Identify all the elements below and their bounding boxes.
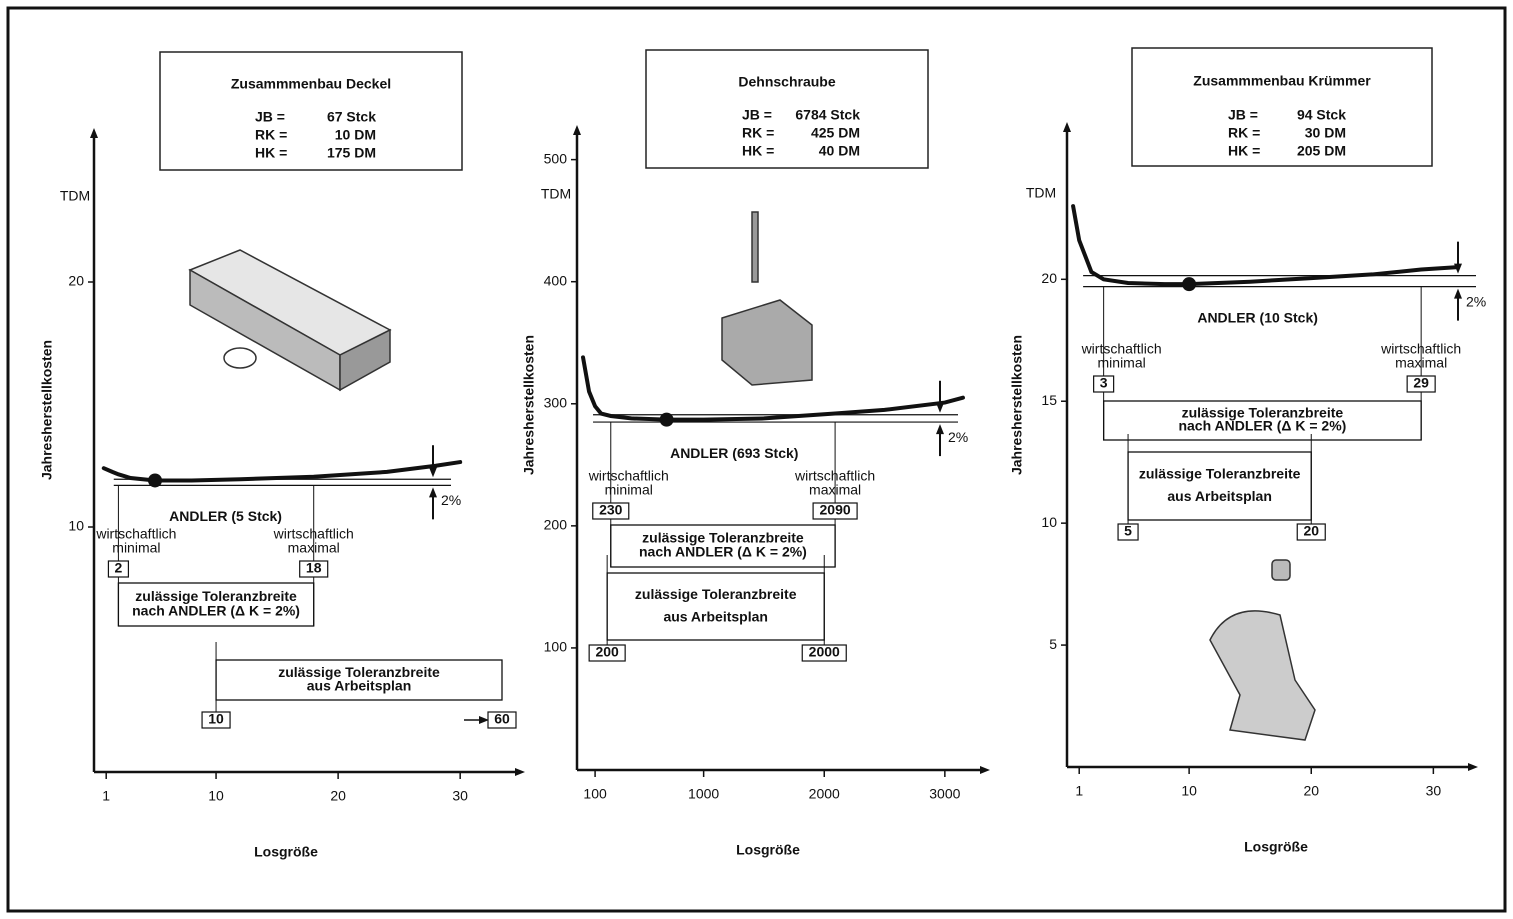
- title-box: [646, 50, 928, 168]
- part-sketch: [752, 212, 758, 282]
- range-end-value: 2: [115, 560, 123, 576]
- range-end-value: 60: [494, 711, 510, 727]
- info-value: 94 Stck: [1297, 107, 1346, 123]
- y-unit: TDM: [1026, 185, 1056, 201]
- info-value: 67 Stck: [327, 109, 376, 125]
- economic-note: maximal: [809, 482, 861, 498]
- info-label: HK =: [1228, 143, 1260, 159]
- title-box: [1132, 48, 1432, 166]
- economic-note: maximal: [288, 540, 340, 556]
- info-value: 6784 Stck: [795, 107, 860, 123]
- economic-note: minimal: [112, 540, 160, 556]
- x-tick-label: 1000: [688, 786, 719, 802]
- x-tick-label: 3000: [929, 786, 960, 802]
- range-end-value: 2000: [809, 644, 840, 660]
- range-box: [1128, 452, 1311, 520]
- info-label: JB =: [1228, 107, 1258, 123]
- y-tick-label: 400: [544, 272, 568, 288]
- range-label: aus Arbeitsplan: [1167, 488, 1272, 504]
- optimum-point: [660, 413, 674, 427]
- range-label: nach ANDLER (Δ K = 2%): [639, 544, 807, 560]
- limit-label: 2%: [1466, 293, 1486, 309]
- info-value: 175 DM: [327, 145, 376, 161]
- y-tick-label: 20: [68, 273, 84, 289]
- x-tick-label: 30: [452, 788, 468, 804]
- info-value: 40 DM: [819, 143, 860, 159]
- info-label: RK =: [742, 125, 774, 141]
- x-axis-label: Losgröße: [254, 844, 318, 860]
- range-end-value: 29: [1413, 375, 1429, 391]
- info-label: HK =: [255, 145, 287, 161]
- y-axis-label: Jahresherstellkosten: [521, 335, 537, 475]
- range-box: [607, 573, 824, 640]
- range-label: nach ANDLER (Δ K = 2%): [132, 602, 300, 618]
- range-end-value: 2090: [820, 502, 851, 518]
- optimum-label: ANDLER (5 Stck): [169, 508, 282, 524]
- x-tick-label: 20: [1303, 783, 1319, 799]
- y-tick-label: 200: [544, 517, 568, 533]
- y-tick-label: 500: [544, 150, 568, 166]
- part-sketch: [224, 348, 256, 368]
- info-label: HK =: [742, 143, 774, 159]
- y-axis-label: Jahresherstellkosten: [39, 340, 55, 480]
- x-tick-label: 100: [583, 786, 607, 802]
- y-tick-label: 5: [1049, 636, 1057, 652]
- range-end-value: 3: [1100, 375, 1108, 391]
- chart-title: Zusammmenbau Deckel: [231, 76, 391, 92]
- range-label: zulässige Toleranzbreite: [635, 586, 797, 602]
- limit-label: 2%: [441, 492, 461, 508]
- y-unit: TDM: [60, 188, 90, 204]
- y-tick-label: 20: [1041, 270, 1057, 286]
- info-value: 205 DM: [1297, 143, 1346, 159]
- range-end-value: 200: [595, 644, 619, 660]
- y-tick-label: 15: [1041, 392, 1057, 408]
- x-tick-label: 30: [1426, 783, 1442, 799]
- x-tick-label: 2000: [809, 786, 840, 802]
- y-axis-label: Jahresherstellkosten: [1009, 335, 1025, 475]
- x-tick-label: 1: [102, 788, 110, 804]
- info-value: 425 DM: [811, 125, 860, 141]
- range-end-value: 18: [306, 560, 322, 576]
- info-value: 10 DM: [335, 127, 376, 143]
- title-box: [160, 52, 462, 170]
- chart-title: Dehnschraube: [738, 74, 835, 90]
- range-end-value: 20: [1303, 523, 1319, 539]
- y-tick-label: 10: [1041, 514, 1057, 530]
- optimum-point: [148, 473, 162, 487]
- x-tick-label: 10: [208, 788, 224, 804]
- range-label: aus Arbeitsplan: [663, 608, 768, 624]
- info-label: JB =: [255, 109, 285, 125]
- range-end-value: 5: [1124, 523, 1132, 539]
- info-label: RK =: [1228, 125, 1260, 141]
- range-label: nach ANDLER (Δ K = 2%): [1178, 418, 1346, 434]
- limit-label: 2%: [948, 429, 968, 445]
- range-label: aus Arbeitsplan: [307, 677, 412, 693]
- x-tick-label: 1: [1075, 783, 1083, 799]
- x-tick-label: 10: [1181, 783, 1197, 799]
- economic-note: minimal: [605, 482, 653, 498]
- optimum-point: [1182, 277, 1196, 291]
- x-tick-label: 20: [330, 788, 346, 804]
- info-label: JB =: [742, 107, 772, 123]
- x-axis-label: Losgröße: [1244, 839, 1308, 855]
- optimum-label: ANDLER (693 Stck): [670, 445, 798, 461]
- economic-note: maximal: [1395, 355, 1447, 371]
- info-value: 30 DM: [1305, 125, 1346, 141]
- chart-title: Zusammmenbau Krümmer: [1193, 73, 1371, 89]
- optimum-label: ANDLER (10 Stck): [1197, 309, 1318, 325]
- range-label: zulässige Toleranzbreite: [1139, 465, 1301, 481]
- x-axis-label: Losgröße: [736, 842, 800, 858]
- y-tick-label: 10: [68, 518, 84, 534]
- range-end-value: 10: [208, 711, 224, 727]
- economic-note: minimal: [1098, 355, 1146, 371]
- part-sketch: [1272, 560, 1290, 580]
- y-tick-label: 100: [544, 639, 568, 655]
- y-tick-label: 300: [544, 394, 568, 410]
- y-unit: TDM: [541, 186, 571, 202]
- range-end-value: 230: [599, 502, 623, 518]
- figure: Zusammmenbau Deckel JB = 67 Stck RK = 10 DM H…: [0, 0, 1513, 919]
- info-label: RK =: [255, 127, 287, 143]
